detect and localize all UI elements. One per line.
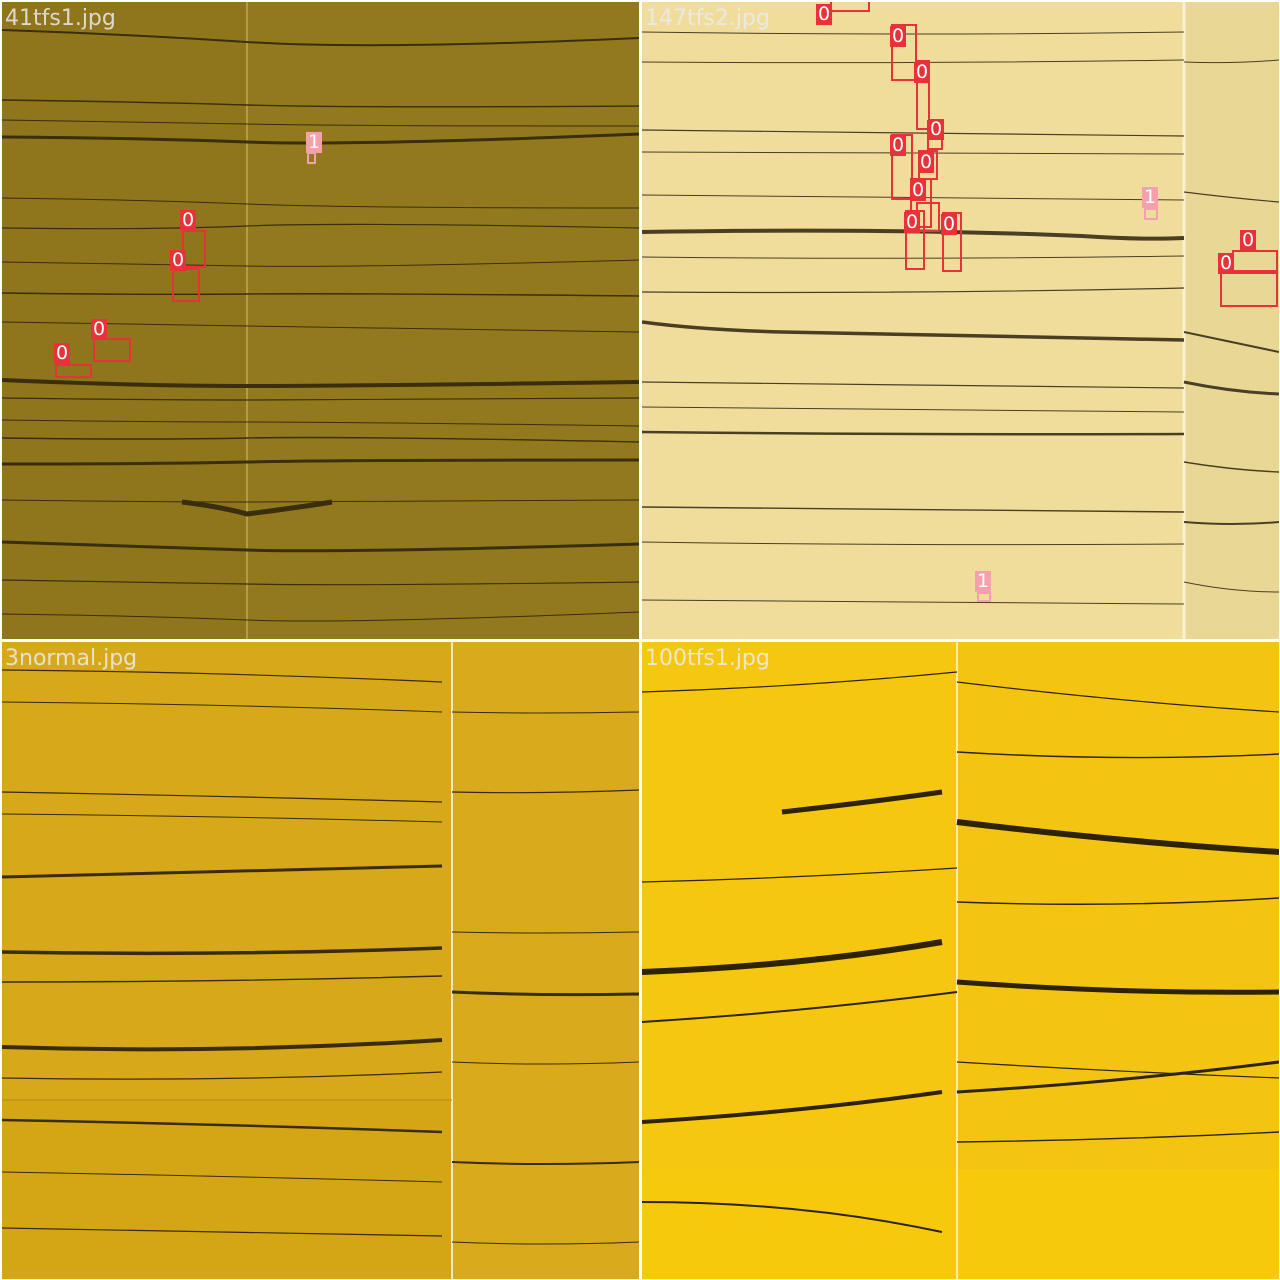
detection-box xyxy=(182,230,206,268)
filename-label: 100tfs1.jpg xyxy=(645,646,770,671)
mosaic-image-41tfs1: 41tfs1.jpg 1 0 0 0 0 xyxy=(2,2,639,639)
detection-box xyxy=(830,2,870,12)
class-label: 0 xyxy=(170,249,187,271)
glass-texture xyxy=(642,642,1279,1279)
detection-box xyxy=(172,268,200,302)
detection-box xyxy=(905,210,925,270)
class-label: 0 xyxy=(890,134,907,156)
class-label: 0 xyxy=(928,118,945,140)
detection-box xyxy=(1220,272,1278,307)
detection-box xyxy=(1144,208,1158,220)
class-label: 0 xyxy=(918,151,935,173)
class-label: 0 xyxy=(941,213,958,235)
detection-box xyxy=(55,364,92,378)
class-label: 0 xyxy=(904,211,921,233)
filename-label: 147tfs2.jpg xyxy=(645,6,770,31)
detection-box xyxy=(916,60,930,130)
mosaic-image-100tfs1: 100tfs1.jpg xyxy=(642,642,1279,1279)
detection-box xyxy=(942,212,962,272)
class-label: 0 xyxy=(54,342,71,364)
detection-box xyxy=(891,24,917,81)
glass-texture xyxy=(642,2,1279,639)
class-label: 0 xyxy=(1240,229,1257,251)
class-label: 1 xyxy=(306,131,323,153)
filename-label: 41tfs1.jpg xyxy=(5,6,116,31)
glass-texture xyxy=(2,642,639,1279)
class-label: 0 xyxy=(1218,252,1235,274)
class-label: 1 xyxy=(975,570,992,592)
class-label: 0 xyxy=(91,318,108,340)
filename-label: 3normal.jpg xyxy=(5,646,138,671)
detection-box xyxy=(307,152,316,164)
class-label: 0 xyxy=(890,25,907,47)
class-label: 0 xyxy=(914,61,931,83)
mosaic-image-147tfs2: 147tfs2.jpg 0 0 0 0 0 0 0 0 0 0 0 1 1 xyxy=(642,2,1279,639)
detection-box xyxy=(977,592,991,602)
mosaic-image-3normal: 3normal.jpg xyxy=(2,642,639,1279)
class-label: 0 xyxy=(816,3,833,25)
detection-box xyxy=(1232,250,1278,272)
class-label: 0 xyxy=(910,179,927,201)
detection-box xyxy=(93,338,131,362)
class-label: 1 xyxy=(1142,186,1159,208)
glass-texture xyxy=(2,2,639,639)
class-label: 0 xyxy=(180,209,197,231)
